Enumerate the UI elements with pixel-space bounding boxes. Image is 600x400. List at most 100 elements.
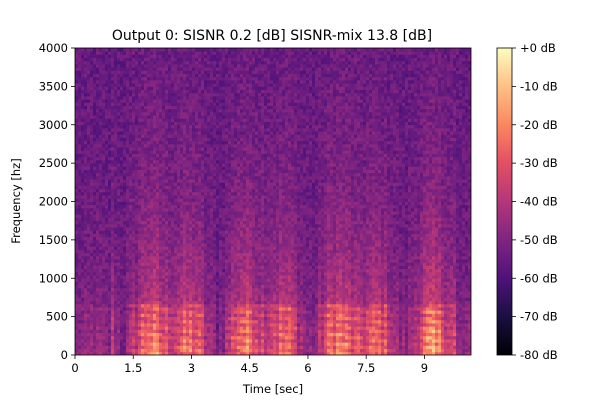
spectrogram-cell bbox=[102, 233, 106, 238]
spectrogram-cell bbox=[156, 188, 160, 193]
spectrogram-cell bbox=[183, 291, 187, 295]
spectrogram-cell bbox=[135, 220, 139, 225]
spectrogram-cell bbox=[96, 188, 100, 193]
spectrogram-cell bbox=[75, 249, 79, 254]
spectrogram-cell bbox=[210, 287, 214, 292]
spectrogram-cell bbox=[204, 339, 208, 343]
spectrogram-cell bbox=[141, 310, 145, 314]
spectrogram-cell bbox=[123, 137, 127, 142]
spectrogram-cell bbox=[102, 297, 106, 302]
spectrogram-cell bbox=[126, 265, 130, 270]
spectrogram-cell bbox=[180, 131, 184, 135]
spectrogram-cell bbox=[225, 179, 229, 183]
spectrogram-cell bbox=[93, 220, 97, 225]
spectrogram-cell bbox=[201, 179, 205, 183]
spectrogram-cell bbox=[132, 63, 136, 68]
spectrogram-cell bbox=[216, 92, 220, 97]
spectrogram-cell bbox=[198, 265, 202, 270]
spectrogram-cell bbox=[159, 332, 163, 337]
spectrogram-cell bbox=[111, 105, 115, 110]
spectrogram-cell bbox=[96, 329, 100, 334]
spectrogram-cell bbox=[147, 76, 151, 81]
spectrogram-cell bbox=[126, 281, 130, 286]
spectrogram-cell bbox=[222, 207, 226, 212]
spectrogram-cell bbox=[192, 351, 196, 355]
spectrogram-cell bbox=[228, 156, 232, 161]
spectrogram-cell bbox=[96, 345, 100, 350]
spectrogram-cell bbox=[147, 54, 151, 58]
spectrogram-cell bbox=[207, 297, 211, 302]
spectrogram-cell bbox=[165, 246, 169, 250]
spectrogram-cell bbox=[93, 345, 97, 350]
spectrogram-cell bbox=[117, 140, 121, 145]
spectrogram-cell bbox=[165, 204, 169, 209]
spectrogram-cell bbox=[153, 326, 157, 330]
spectrogram-cell bbox=[111, 275, 115, 279]
spectrogram-cell bbox=[165, 86, 169, 90]
spectrogram-cell bbox=[192, 243, 196, 247]
spectrogram-cell bbox=[186, 57, 190, 62]
spectrogram-cell bbox=[156, 326, 160, 330]
spectrogram-cell bbox=[222, 147, 226, 151]
spectrogram-cell bbox=[156, 265, 160, 270]
spectrogram-cell bbox=[225, 121, 229, 126]
spectrogram-cell bbox=[153, 127, 157, 132]
spectrogram-cell bbox=[159, 303, 163, 308]
spectrogram-cell bbox=[129, 303, 133, 308]
spectrogram-cell bbox=[156, 73, 160, 78]
spectrogram-cell bbox=[96, 134, 100, 138]
spectrogram-cell bbox=[111, 159, 115, 164]
spectrogram-cell bbox=[150, 179, 154, 183]
spectrogram-cell bbox=[168, 147, 172, 151]
spectrogram-cell bbox=[195, 319, 199, 324]
spectrogram-cell bbox=[222, 67, 226, 71]
spectrogram-cell bbox=[207, 163, 211, 167]
spectrogram-cell bbox=[78, 345, 82, 350]
spectrogram-cell bbox=[102, 63, 106, 68]
spectrogram-cell bbox=[117, 217, 121, 222]
spectrogram-cell bbox=[198, 118, 202, 122]
spectrogram-cell bbox=[87, 230, 91, 234]
spectrogram-cell bbox=[75, 303, 79, 308]
spectrogram-cell bbox=[222, 291, 226, 295]
spectrogram-cell bbox=[126, 316, 130, 321]
spectrogram-cell bbox=[108, 159, 112, 164]
spectrogram-cell bbox=[105, 271, 109, 276]
spectrogram-cell bbox=[75, 143, 79, 148]
spectrogram-cell bbox=[144, 108, 148, 113]
spectrogram-cell bbox=[174, 271, 178, 276]
spectrogram-cell bbox=[96, 255, 100, 260]
spectrogram-cell bbox=[78, 134, 82, 138]
spectrogram-cell bbox=[225, 63, 229, 68]
spectrogram-cell bbox=[204, 294, 208, 298]
spectrogram-cell bbox=[219, 230, 223, 234]
spectrogram-cell bbox=[90, 83, 94, 87]
spectrogram-cell bbox=[192, 236, 196, 241]
spectrogram-cell bbox=[159, 278, 163, 282]
spectrogram-cell bbox=[162, 175, 166, 180]
spectrogram-cell bbox=[156, 124, 160, 129]
spectrogram-cell bbox=[186, 86, 190, 90]
spectrogram-cell bbox=[120, 79, 124, 84]
spectrogram-cell bbox=[219, 339, 223, 343]
spectrogram-cell bbox=[213, 76, 217, 81]
spectrogram-cell bbox=[189, 191, 193, 196]
spectrogram-cell bbox=[177, 227, 181, 231]
spectrogram-cell bbox=[78, 236, 82, 241]
spectrogram-cell bbox=[147, 243, 151, 247]
spectrogram-cell bbox=[156, 92, 160, 97]
spectrogram-cell bbox=[126, 326, 130, 330]
spectrogram-cell bbox=[102, 60, 106, 65]
spectrogram-cell bbox=[87, 275, 91, 279]
spectrogram-cell bbox=[189, 67, 193, 71]
spectrogram-cell bbox=[204, 198, 208, 202]
spectrogram-cell bbox=[111, 153, 115, 158]
spectrogram-cell bbox=[132, 326, 136, 330]
spectrogram-cell bbox=[126, 89, 130, 94]
spectrogram-cell bbox=[168, 297, 172, 302]
spectrogram-cell bbox=[207, 73, 211, 78]
spectrogram-cell bbox=[87, 191, 91, 196]
spectrogram-cell bbox=[144, 191, 148, 196]
spectrogram-cell bbox=[174, 198, 178, 202]
spectrogram-cell bbox=[99, 172, 103, 177]
